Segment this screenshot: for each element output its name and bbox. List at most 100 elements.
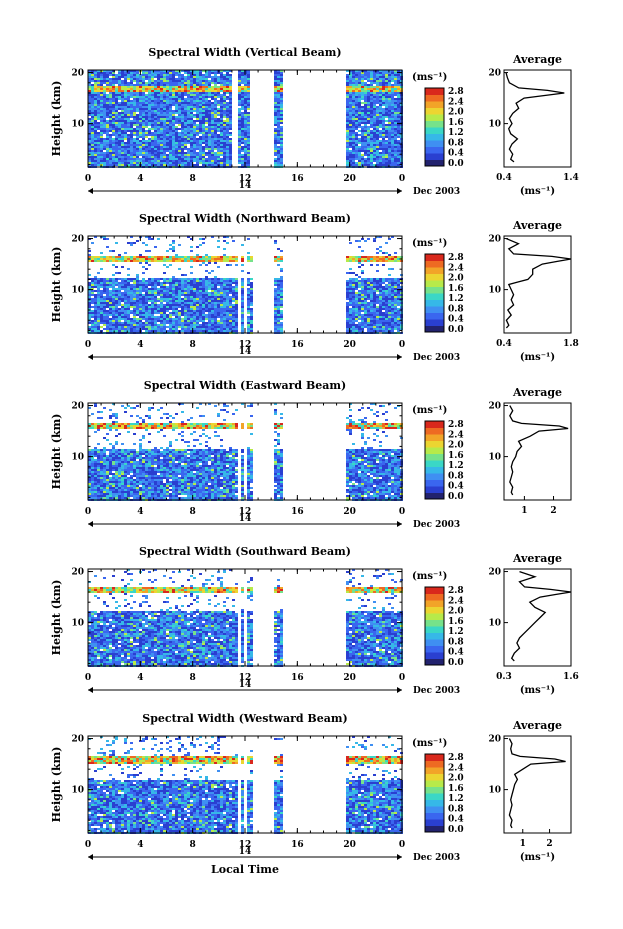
heatmap-cell bbox=[151, 80, 154, 82]
heatmap-cell bbox=[385, 92, 388, 94]
heatmap-cell bbox=[124, 306, 127, 308]
heatmap-cell bbox=[190, 280, 193, 282]
heatmap-cell bbox=[103, 138, 106, 140]
heatmap-cell bbox=[367, 74, 370, 76]
heatmap-cell bbox=[169, 96, 172, 98]
heatmap-cell bbox=[88, 164, 91, 166]
heatmap-cell bbox=[181, 136, 184, 138]
heatmap-cell bbox=[127, 138, 130, 140]
heatmap-cell bbox=[196, 312, 199, 314]
heatmap-cell bbox=[202, 74, 205, 76]
heatmap-cell bbox=[139, 256, 142, 258]
heatmap-cell bbox=[148, 238, 151, 240]
heatmap-cell bbox=[148, 318, 151, 320]
heatmap-cell bbox=[181, 106, 184, 108]
heatmap-cell bbox=[184, 122, 187, 124]
heatmap-cell bbox=[130, 142, 133, 144]
heatmap-cell bbox=[391, 158, 394, 160]
heatmap-cell bbox=[193, 258, 196, 260]
heatmap-cell bbox=[100, 96, 103, 98]
heatmap-cell bbox=[205, 142, 208, 144]
heatmap-cell bbox=[163, 126, 166, 128]
heatmap-cell bbox=[280, 100, 283, 102]
heatmap-cell bbox=[214, 284, 217, 286]
heatmap-cell bbox=[106, 146, 109, 148]
heatmap-cell bbox=[346, 84, 349, 86]
heatmap-cell bbox=[139, 292, 142, 294]
heatmap-cell bbox=[187, 314, 190, 316]
heatmap-cell bbox=[202, 108, 205, 110]
heatmap-cell bbox=[238, 138, 241, 140]
heatmap-cell bbox=[97, 118, 100, 120]
heatmap-cell bbox=[187, 328, 190, 330]
heatmap-cell bbox=[370, 146, 373, 148]
heatmap-cell bbox=[103, 72, 106, 74]
heatmap-cell bbox=[394, 134, 397, 136]
heatmap-cell bbox=[148, 132, 151, 134]
heatmap-cell bbox=[142, 136, 145, 138]
heatmap-cell bbox=[91, 110, 94, 112]
heatmap-cell bbox=[217, 150, 220, 152]
heatmap-cell bbox=[106, 116, 109, 118]
heatmap-cell bbox=[382, 76, 385, 78]
heatmap-cell bbox=[115, 112, 118, 114]
heatmap-cell bbox=[241, 162, 244, 164]
heatmap-cell bbox=[364, 122, 367, 124]
heatmap-cell bbox=[241, 150, 244, 152]
heatmap-cell bbox=[178, 268, 181, 270]
heatmap-cell bbox=[172, 154, 175, 156]
heatmap-cell bbox=[367, 152, 370, 154]
heatmap-cell bbox=[208, 106, 211, 108]
heatmap-cell bbox=[187, 78, 190, 80]
heatmap-cell bbox=[193, 124, 196, 126]
heatmap-cell bbox=[352, 130, 355, 132]
heatmap-cell bbox=[157, 146, 160, 148]
heatmap-cell bbox=[280, 132, 283, 134]
heatmap-cell bbox=[130, 242, 133, 244]
heatmap-cell bbox=[397, 136, 400, 138]
heatmap-cell bbox=[187, 104, 190, 106]
heatmap-cell bbox=[145, 154, 148, 156]
heatmap-cell bbox=[127, 116, 130, 118]
heatmap-cell bbox=[175, 254, 178, 256]
heatmap-cell bbox=[175, 320, 178, 322]
heatmap-cell bbox=[133, 102, 136, 104]
heatmap-cell bbox=[373, 118, 376, 120]
heatmap-cell bbox=[91, 84, 94, 86]
heatmap-cell bbox=[385, 94, 388, 96]
heatmap-cell bbox=[379, 116, 382, 118]
heatmap-cell bbox=[139, 84, 142, 86]
heatmap-cell bbox=[364, 144, 367, 146]
heatmap-cell bbox=[127, 74, 130, 76]
heatmap-cell bbox=[370, 78, 373, 80]
heatmap-cell bbox=[169, 294, 172, 296]
heatmap-cell bbox=[148, 300, 151, 302]
heatmap-cell bbox=[355, 104, 358, 106]
heatmap-cell bbox=[238, 100, 241, 102]
heatmap-cell bbox=[349, 70, 352, 72]
heatmap-cell bbox=[199, 94, 202, 96]
heatmap-cell bbox=[205, 256, 208, 258]
heatmap-cell bbox=[379, 112, 382, 114]
heatmap-cell bbox=[109, 328, 112, 330]
heatmap-cell bbox=[202, 328, 205, 330]
heatmap-cell bbox=[118, 150, 121, 152]
heatmap-cell bbox=[208, 262, 211, 264]
heatmap-cell bbox=[133, 118, 136, 120]
heatmap-cell bbox=[208, 88, 211, 90]
heatmap-cell bbox=[199, 284, 202, 286]
heatmap-cell bbox=[115, 294, 118, 296]
heatmap-cell bbox=[376, 76, 379, 78]
heatmap-cell bbox=[127, 122, 130, 124]
heatmap-cell bbox=[229, 110, 232, 112]
heatmap-cell bbox=[121, 118, 124, 120]
heatmap-cell bbox=[172, 324, 175, 326]
heatmap-cell bbox=[109, 90, 112, 92]
heatmap-cell bbox=[382, 72, 385, 74]
heatmap-cell bbox=[358, 88, 361, 90]
heatmap-cell bbox=[133, 256, 136, 258]
heatmap-cell bbox=[211, 328, 214, 330]
heatmap-cell bbox=[226, 96, 229, 98]
heatmap-cell bbox=[277, 70, 280, 72]
heatmap-cell bbox=[133, 328, 136, 330]
